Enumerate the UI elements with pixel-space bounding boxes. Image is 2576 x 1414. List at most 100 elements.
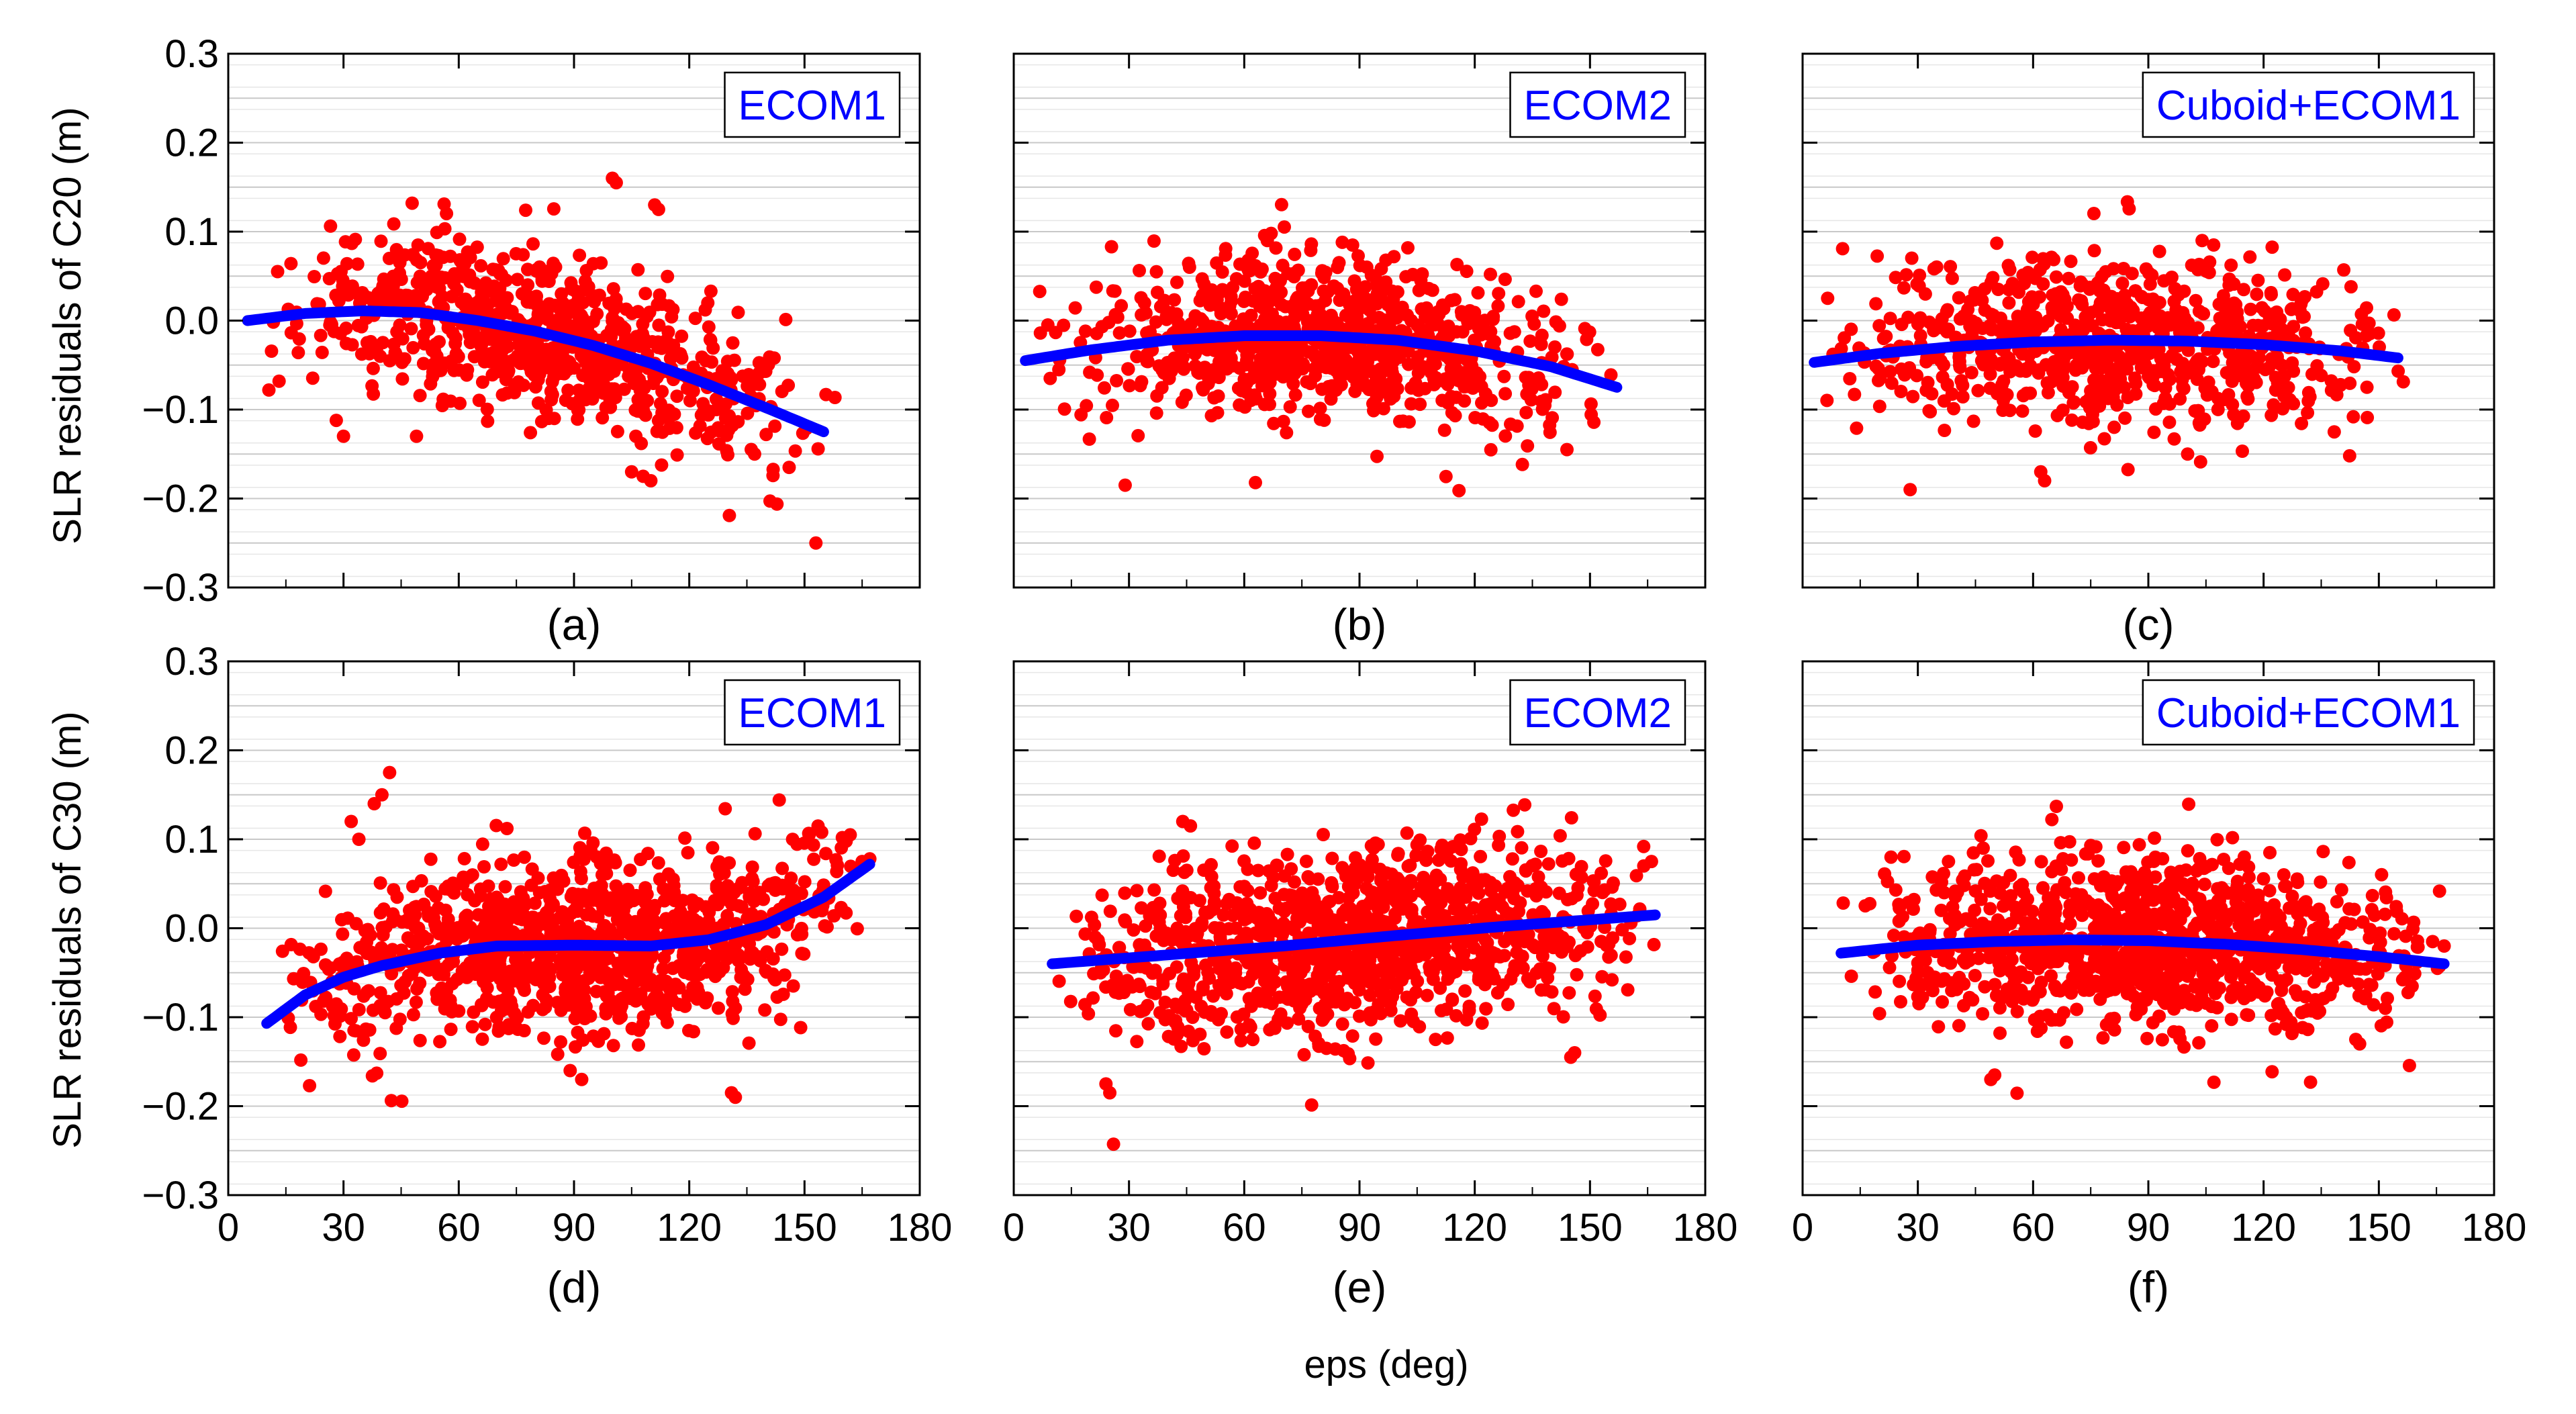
- data-point: [1290, 989, 1304, 1003]
- data-point: [651, 297, 665, 312]
- data-point: [1266, 357, 1280, 371]
- data-point: [1513, 896, 1527, 910]
- data-point: [554, 1035, 568, 1049]
- data-point: [1978, 303, 1992, 317]
- x-tick-label: 0: [218, 1206, 239, 1250]
- data-point: [1491, 299, 1505, 313]
- data-point: [1352, 318, 1366, 332]
- data-point: [1548, 340, 1562, 354]
- data-point: [502, 904, 516, 917]
- data-point: [1498, 429, 1513, 443]
- data-point: [1604, 368, 1618, 382]
- data-point: [478, 1017, 492, 1031]
- data-point: [1604, 948, 1618, 962]
- data-point: [1387, 372, 1400, 386]
- data-point: [406, 1008, 420, 1022]
- data-point: [475, 1032, 489, 1046]
- data-point: [444, 1023, 458, 1037]
- x-tick-label: 150: [772, 1206, 837, 1250]
- data-point: [438, 222, 452, 236]
- data-point: [1210, 256, 1224, 270]
- data-point: [526, 349, 540, 363]
- data-point: [1247, 836, 1261, 850]
- data-point: [1290, 911, 1304, 925]
- data-point: [1114, 299, 1129, 313]
- data-point: [375, 921, 389, 935]
- data-point: [1521, 439, 1535, 453]
- panel-c: Cuboid+ECOM1(c): [1801, 52, 2495, 649]
- data-point: [1149, 315, 1163, 329]
- data-point: [1241, 862, 1255, 876]
- panel-label: (b): [1333, 600, 1387, 649]
- data-point: [1283, 400, 1297, 414]
- data-point: [475, 837, 489, 851]
- data-point: [1339, 869, 1353, 884]
- data-point: [1435, 934, 1449, 948]
- data-point: [1149, 406, 1163, 420]
- data-point: [528, 380, 542, 394]
- data-point: [798, 875, 812, 889]
- data-point: [1211, 320, 1225, 334]
- data-point: [2371, 326, 2385, 340]
- fit-curve: [242, 305, 829, 438]
- y-tick-label: 0.1: [164, 818, 219, 861]
- data-point: [419, 961, 433, 975]
- data-point: [1473, 370, 1487, 384]
- data-point: [1182, 256, 1196, 271]
- data-point: [718, 802, 732, 816]
- data-point: [1321, 285, 1335, 299]
- panel-b: ECOM2(b): [1012, 52, 1707, 649]
- data-point: [395, 915, 409, 929]
- x-tick-label: 60: [437, 1206, 481, 1250]
- data-point: [416, 357, 430, 371]
- data-point: [717, 866, 731, 880]
- data-point: [1961, 303, 1975, 317]
- panels: 0.30.20.10.0−0.1−0.2−0.3ECOM1(a)ECOM2(b)…: [142, 32, 2527, 1312]
- data-point: [2134, 361, 2148, 375]
- data-point: [662, 299, 676, 313]
- data-point: [1335, 235, 1349, 249]
- data-point: [1095, 888, 1109, 902]
- data-point: [707, 952, 720, 966]
- data-point: [818, 919, 832, 933]
- data-point: [1090, 368, 1104, 382]
- data-point: [741, 972, 755, 986]
- data-point: [1850, 421, 1864, 435]
- data-point: [385, 967, 399, 981]
- data-point: [1333, 954, 1346, 968]
- data-point: [1162, 371, 1176, 385]
- data-point: [1312, 1039, 1326, 1053]
- data-point: [1286, 345, 1300, 359]
- data-point: [2285, 356, 2299, 370]
- data-point: [2200, 388, 2214, 402]
- y-tick-label: 0.1: [164, 210, 219, 254]
- data-point: [2301, 406, 2315, 420]
- data-point: [1503, 869, 1517, 884]
- data-point: [1471, 286, 1485, 300]
- data-point: [716, 917, 730, 931]
- data-point: [1251, 863, 1265, 878]
- data-point: [544, 393, 559, 407]
- data-point: [1167, 293, 1182, 307]
- data-point-outlier: [375, 788, 389, 802]
- data-point: [1278, 220, 1291, 234]
- data-point: [786, 979, 800, 993]
- data-point: [1317, 1011, 1331, 1025]
- data-point: [1171, 892, 1185, 905]
- data-point: [2246, 318, 2260, 332]
- data-point: [1372, 378, 1386, 392]
- data-point: [352, 1002, 366, 1017]
- data-point: [1966, 414, 1981, 428]
- data-point: [2294, 297, 2308, 311]
- data-point: [1241, 884, 1255, 898]
- data-point: [507, 853, 521, 867]
- fit-curve: [1020, 330, 1623, 393]
- data-point: [1189, 990, 1203, 1004]
- data-point: [712, 424, 726, 438]
- data-point: [1429, 868, 1443, 882]
- data-point: [1969, 320, 1983, 334]
- data-point: [2142, 266, 2156, 280]
- data-point: [689, 426, 703, 440]
- data-point: [468, 894, 482, 908]
- data-point: [518, 850, 531, 864]
